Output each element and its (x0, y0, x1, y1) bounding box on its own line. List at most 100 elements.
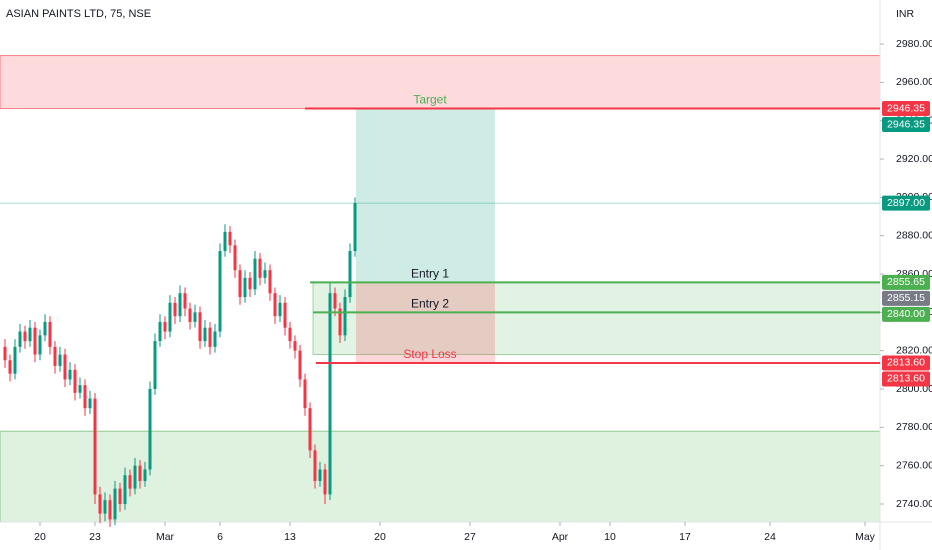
candle-body (43, 321, 47, 336)
price-tag-label: 2855.65 (887, 276, 925, 288)
candle-body (353, 203, 357, 252)
price-tag (882, 306, 930, 322)
candle-body (28, 327, 32, 342)
x-tick-label: 6 (217, 531, 223, 543)
candle-body (263, 270, 267, 278)
candle-body (38, 335, 42, 355)
candle-body (108, 500, 112, 520)
candle-body (208, 327, 212, 347)
candle-body (58, 354, 62, 367)
candle-body (253, 258, 257, 290)
candle-body (118, 488, 122, 504)
candle-body (23, 331, 27, 342)
candle-body (198, 312, 202, 342)
candle-body (283, 302, 287, 328)
zone (0, 55, 881, 110)
price-tag (882, 101, 930, 117)
zone (0, 430, 881, 523)
candle-body (183, 293, 187, 309)
candle-body (3, 346, 7, 361)
level-label: Entry 1 (411, 267, 449, 281)
candle-body (308, 408, 312, 451)
candle-body (158, 321, 162, 342)
candle-body (348, 251, 352, 298)
x-tick-label: 20 (34, 531, 46, 543)
currency: INR (896, 8, 915, 20)
y-tick-label: 2880.00 (896, 229, 932, 241)
candle-body (323, 469, 327, 495)
candle-body (153, 341, 157, 390)
candle-body (203, 327, 207, 342)
price-tag (882, 355, 930, 371)
candle-body (213, 331, 217, 347)
candle-body (223, 231, 227, 252)
price-tag-label: 2946.35 (887, 102, 925, 114)
price-tag-label: 2813.60 (887, 357, 925, 369)
candle-body (218, 251, 222, 332)
price-tag (882, 274, 930, 290)
candle-body (93, 398, 97, 495)
y-tick-label: 2760.00 (896, 459, 932, 471)
candle-body (318, 469, 322, 481)
price-tag-label: 2840.00 (887, 308, 925, 320)
candle-body (73, 369, 77, 393)
candle-body (248, 277, 252, 290)
x-tick-label: 13 (284, 531, 296, 543)
profit-box (356, 108, 495, 283)
loss-box (356, 282, 495, 363)
candle-body (113, 488, 117, 520)
candle-body (273, 293, 277, 317)
y-tick-label: 2920.00 (896, 153, 932, 165)
x-tick-label: 17 (679, 531, 691, 543)
candle-body (328, 293, 332, 495)
candle-body (233, 245, 237, 271)
x-tick-label: 27 (464, 531, 476, 543)
candle-body (178, 293, 182, 317)
candle-body (313, 450, 317, 481)
y-tick-label: 2740.00 (896, 498, 932, 510)
candle-body (238, 270, 242, 298)
candle-body (298, 350, 302, 380)
candle-body (143, 469, 147, 481)
candle-body (303, 379, 307, 409)
candle-body (78, 385, 82, 393)
candle-body (293, 341, 297, 351)
candle-body (338, 308, 342, 336)
level-label: Stop Loss (403, 347, 456, 361)
x-tick-label: 10 (604, 531, 616, 543)
candle-body (288, 327, 292, 342)
chart-title: ASIAN PAINTS LTD, 75, NSE (6, 8, 151, 20)
candle-body (168, 302, 172, 332)
price-tag (882, 290, 930, 306)
candle-body (128, 475, 132, 489)
candle-body (173, 302, 177, 317)
x-tick-label: 20 (374, 531, 386, 543)
candle-body (163, 321, 167, 332)
candle-body (333, 293, 337, 309)
candle-body (258, 258, 262, 278)
candle-body (63, 354, 67, 380)
x-tick-label: 24 (764, 531, 776, 543)
x-tick-label: May (855, 531, 876, 543)
candle-body (98, 494, 102, 514)
candle-body (88, 398, 92, 409)
y-tick-label: 2780.00 (896, 421, 932, 433)
candle-body (48, 321, 52, 347)
candle-body (18, 331, 22, 347)
candle-body (243, 277, 247, 298)
level-label: Target (413, 93, 447, 107)
candle-body (193, 312, 197, 322)
candle-body (33, 327, 37, 355)
candle-body (13, 346, 17, 374)
price-tag (882, 371, 930, 387)
candle-body (268, 270, 272, 294)
y-tick-label: 2960.00 (896, 76, 932, 88)
candle-body (103, 500, 107, 514)
entry-zone (312, 281, 881, 356)
y-tick-label: 2820.00 (896, 344, 932, 356)
candle-body (148, 389, 152, 470)
price-tag (882, 117, 930, 133)
y-tick-label: 2980.00 (896, 38, 932, 50)
